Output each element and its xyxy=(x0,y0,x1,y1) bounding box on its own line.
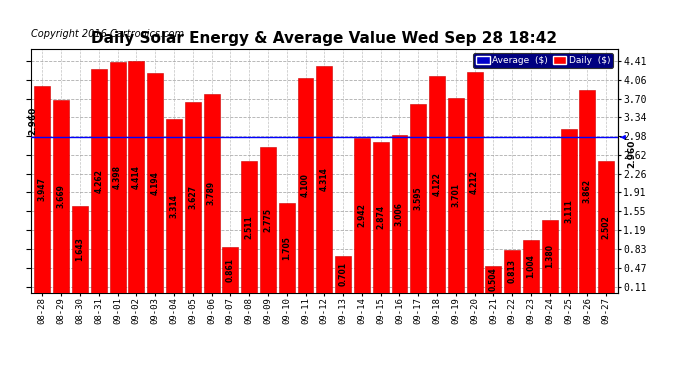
Bar xyxy=(53,100,69,292)
Text: 2.874: 2.874 xyxy=(376,205,385,229)
Text: 3.862: 3.862 xyxy=(583,179,592,203)
Bar xyxy=(448,99,464,292)
Bar xyxy=(429,76,445,292)
Bar xyxy=(542,220,558,292)
Bar xyxy=(90,69,107,292)
Title: Daily Solar Energy & Average Value Wed Sep 28 18:42: Daily Solar Energy & Average Value Wed S… xyxy=(91,31,558,46)
Bar xyxy=(72,206,88,292)
Text: 3.006: 3.006 xyxy=(395,202,404,226)
Bar xyxy=(204,94,219,292)
Bar xyxy=(486,266,502,292)
Text: 3.595: 3.595 xyxy=(414,186,423,210)
Text: 0.504: 0.504 xyxy=(489,267,498,291)
Text: 3.111: 3.111 xyxy=(564,199,573,223)
Bar xyxy=(373,142,388,292)
Bar xyxy=(598,161,614,292)
Text: 3.669: 3.669 xyxy=(57,184,66,208)
Text: 4.122: 4.122 xyxy=(433,172,442,196)
Bar xyxy=(34,86,50,292)
Bar xyxy=(523,240,539,292)
Bar xyxy=(147,73,163,292)
Bar xyxy=(561,129,577,292)
Text: 4.194: 4.194 xyxy=(150,171,159,195)
Bar xyxy=(504,250,520,292)
Bar xyxy=(580,90,595,292)
Bar xyxy=(185,102,201,292)
Text: 2.502: 2.502 xyxy=(602,215,611,239)
Bar xyxy=(316,66,333,292)
Text: 3.947: 3.947 xyxy=(38,177,47,201)
Text: 1.643: 1.643 xyxy=(75,237,84,261)
Bar xyxy=(411,104,426,292)
Bar xyxy=(166,119,182,292)
Text: 3.627: 3.627 xyxy=(188,186,197,210)
Text: 4.100: 4.100 xyxy=(301,173,310,197)
Text: 4.314: 4.314 xyxy=(319,168,329,191)
Text: 2.960: 2.960 xyxy=(627,140,636,168)
Text: 1.705: 1.705 xyxy=(282,236,291,260)
Text: 0.813: 0.813 xyxy=(508,259,517,283)
Bar xyxy=(241,161,257,292)
Bar xyxy=(110,62,126,292)
Bar xyxy=(260,147,276,292)
Text: 3.789: 3.789 xyxy=(207,181,216,205)
Text: 4.398: 4.398 xyxy=(113,165,122,189)
Text: Copyright 2016 Cartronics.com: Copyright 2016 Cartronics.com xyxy=(31,29,184,39)
Bar xyxy=(391,135,408,292)
Text: 4.414: 4.414 xyxy=(132,165,141,189)
Text: 0.701: 0.701 xyxy=(339,262,348,286)
Text: 0.861: 0.861 xyxy=(226,258,235,282)
Bar xyxy=(297,78,313,292)
Text: 4.212: 4.212 xyxy=(470,170,479,194)
Bar xyxy=(128,61,144,292)
Bar xyxy=(354,138,370,292)
Bar xyxy=(466,72,483,292)
Text: 1.004: 1.004 xyxy=(526,254,535,278)
Text: 1.380: 1.380 xyxy=(545,244,554,268)
Text: 3.701: 3.701 xyxy=(451,183,460,207)
Text: 2.960: 2.960 xyxy=(28,106,37,135)
Text: 2.942: 2.942 xyxy=(357,204,366,227)
Bar xyxy=(335,256,351,292)
Text: 4.262: 4.262 xyxy=(95,169,103,193)
Legend: Average  ($), Daily  ($): Average ($), Daily ($) xyxy=(473,53,613,68)
Text: 2.511: 2.511 xyxy=(245,215,254,238)
Bar xyxy=(279,203,295,292)
Text: 2.775: 2.775 xyxy=(264,208,273,232)
Bar xyxy=(222,248,238,292)
Text: 3.314: 3.314 xyxy=(170,194,179,217)
